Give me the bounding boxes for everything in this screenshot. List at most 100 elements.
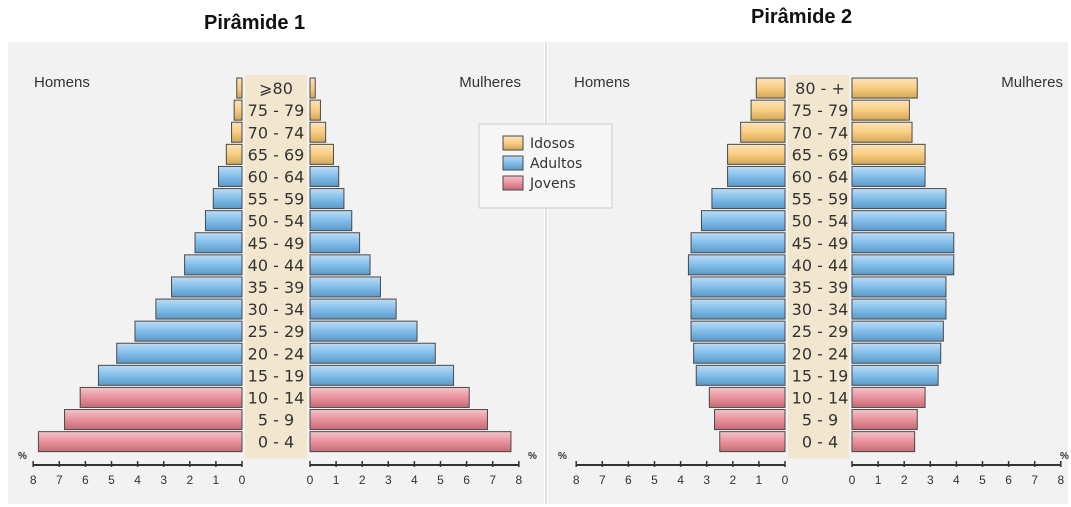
bar-mulheres-20-24	[851, 342, 942, 364]
bar-homens-65-69	[727, 143, 786, 165]
bar-homens-35-39	[690, 276, 786, 298]
bar-homens-⩾80	[236, 77, 243, 99]
bar-homens-35-39	[171, 276, 243, 298]
legend-swatch-jovens	[502, 175, 524, 191]
bar-homens-30-34	[690, 298, 786, 320]
bar-homens-75-79	[233, 99, 243, 121]
age-label: 40 - 44	[248, 256, 305, 275]
age-label: 0 - 4	[802, 433, 838, 452]
bar-mulheres-45-49	[851, 232, 955, 254]
tick-label-left: 7	[599, 473, 606, 487]
age-label: 40 - 44	[792, 256, 849, 275]
bar-homens-60-64	[218, 165, 243, 187]
tick-label-right: 6	[1005, 473, 1012, 487]
tick-label-left: 5	[651, 473, 658, 487]
unit-label-left: %	[18, 451, 27, 462]
bar-homens-60-64	[727, 165, 786, 187]
age-label: 20 - 24	[248, 344, 305, 363]
age-label: 50 - 54	[792, 212, 849, 231]
age-label: 60 - 64	[792, 167, 849, 186]
bar-homens-0-4	[719, 431, 786, 453]
tick-label-right: 3	[927, 473, 934, 487]
bar-homens-10-14	[708, 386, 786, 408]
right-label-mulheres: Mulheres	[1001, 74, 1063, 91]
age-label: 55 - 59	[248, 190, 305, 209]
bar-mulheres-65-69	[309, 143, 334, 165]
bar-homens-40-44	[184, 254, 243, 276]
age-label: 25 - 29	[248, 322, 305, 341]
tick-label-left: 5	[108, 473, 115, 487]
bar-mulheres-0-4	[851, 431, 916, 453]
age-label: 30 - 34	[792, 300, 849, 319]
bar-mulheres-5-9	[851, 409, 918, 431]
bar-mulheres-10-14	[851, 386, 926, 408]
tick-label-right: 3	[385, 473, 392, 487]
bar-mulheres-30-34	[851, 298, 947, 320]
age-label: 55 - 59	[792, 190, 849, 209]
bar-homens-70-74	[231, 121, 243, 143]
bar-mulheres-75-79	[851, 99, 910, 121]
bar-mulheres-35-39	[851, 276, 947, 298]
tick-label-right: 4	[411, 473, 418, 487]
bar-homens-80-+	[755, 77, 786, 99]
bar-homens-40-44	[687, 254, 786, 276]
bar-mulheres-35-39	[309, 276, 381, 298]
bar-homens-5-9	[714, 409, 786, 431]
tick-label-right: 6	[463, 473, 470, 487]
bar-mulheres-30-34	[309, 298, 397, 320]
tick-label-left: 0	[782, 473, 789, 487]
unit-label-right: %	[1060, 451, 1069, 462]
tick-label-left: 8	[30, 473, 37, 487]
bar-mulheres-45-49	[309, 232, 361, 254]
bar-homens-15-19	[695, 364, 786, 386]
bar-mulheres-10-14	[309, 386, 470, 408]
tick-label-left: 0	[239, 473, 246, 487]
tick-label-right: 0	[849, 473, 856, 487]
tick-label-right: 8	[515, 473, 522, 487]
bar-homens-15-19	[97, 364, 243, 386]
chart-title-piramide-2: Pirâmide 2	[751, 6, 853, 28]
chart-title-piramide-1: Pirâmide 1	[204, 12, 306, 34]
age-label: 15 - 19	[248, 366, 305, 385]
bar-mulheres-⩾80	[309, 77, 316, 99]
tick-label-left: 2	[186, 473, 193, 487]
age-label: 35 - 39	[792, 278, 849, 297]
age-label: 15 - 19	[792, 366, 849, 385]
age-label: 10 - 14	[792, 388, 849, 407]
bar-homens-25-29	[134, 320, 243, 342]
age-band	[245, 75, 307, 459]
tick-label-left: 6	[625, 473, 632, 487]
bar-mulheres-5-9	[309, 409, 488, 431]
tick-label-right: 2	[359, 473, 366, 487]
bar-mulheres-0-4	[309, 431, 512, 453]
bar-homens-30-34	[155, 298, 243, 320]
tick-label-left: 8	[573, 473, 580, 487]
bar-mulheres-25-29	[309, 320, 418, 342]
age-label: 75 - 79	[248, 101, 305, 120]
legend: Idosos Adultos Jovens	[478, 123, 613, 209]
tick-label-right: 2	[901, 473, 908, 487]
bar-homens-20-24	[116, 342, 243, 364]
bar-mulheres-80-+	[851, 77, 918, 99]
age-label: 5 - 9	[258, 411, 294, 430]
bar-homens-45-49	[194, 232, 243, 254]
bar-mulheres-70-74	[851, 121, 913, 143]
bar-mulheres-75-79	[309, 99, 321, 121]
bar-homens-10-14	[79, 386, 243, 408]
left-label-homens: Homens	[574, 74, 630, 91]
age-label: 0 - 4	[258, 433, 294, 452]
age-label: 65 - 69	[792, 145, 849, 164]
tick-label-right: 1	[333, 473, 340, 487]
tick-label-right: 7	[489, 473, 496, 487]
tick-label-left: 6	[82, 473, 89, 487]
age-band	[788, 75, 849, 459]
bar-homens-20-24	[693, 342, 786, 364]
right-label-mulheres: Mulheres	[459, 74, 521, 91]
age-label: 25 - 29	[792, 322, 849, 341]
age-label: 10 - 14	[248, 388, 305, 407]
tick-label-right: 0	[307, 473, 314, 487]
age-label: 30 - 34	[248, 300, 305, 319]
unit-label-right: %	[528, 451, 537, 462]
